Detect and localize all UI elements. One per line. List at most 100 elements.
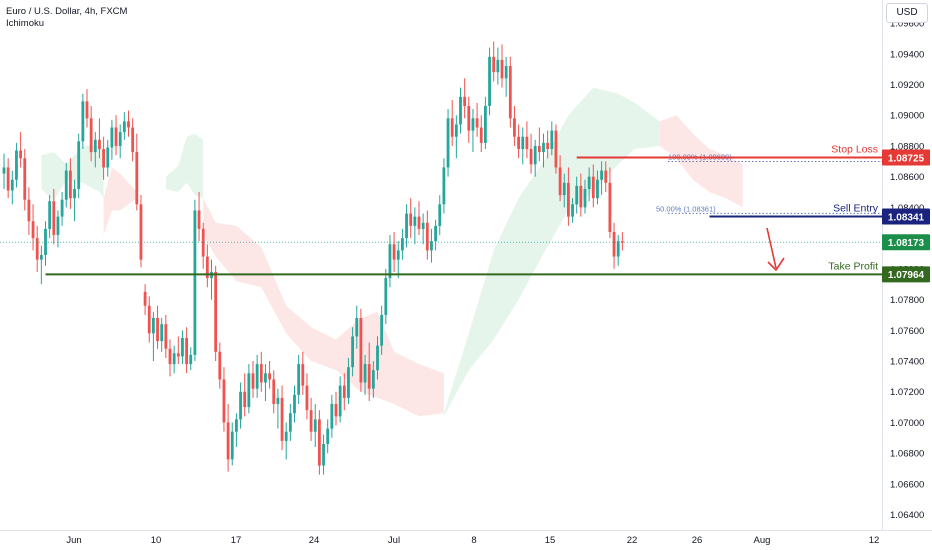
y-tick-label: 1.09000 — [890, 111, 924, 122]
candle-body — [363, 364, 367, 383]
level-price-value: 1.07964 — [888, 270, 925, 281]
candle-body — [500, 59, 504, 79]
candle-body — [425, 222, 429, 251]
candle-body — [15, 150, 18, 180]
level-price-value: 1.08341 — [888, 212, 925, 223]
x-tick-label: 10 — [151, 535, 162, 546]
candle-body — [247, 373, 251, 408]
candle-body — [396, 250, 400, 260]
x-tick-label: 8 — [471, 535, 476, 546]
y-tick-label: 1.06400 — [890, 510, 924, 521]
candle-body — [89, 118, 93, 153]
candle-body — [537, 145, 541, 153]
candle-body — [127, 121, 130, 128]
y-tick-label: 1.09200 — [890, 80, 924, 91]
candle-body — [517, 136, 520, 150]
candle-body — [620, 241, 624, 243]
ichimoku-cloud-bullish — [165, 133, 204, 199]
level-price-value: 1.08725 — [888, 153, 925, 164]
candle-body — [521, 136, 525, 150]
ichimoku-cloud-bearish — [659, 115, 743, 208]
candle-body — [81, 101, 85, 142]
fib-level-label: 50.00% (1.08361) — [656, 204, 716, 213]
x-tick-label: Aug — [754, 535, 771, 546]
candle-body — [322, 443, 325, 466]
candle-body — [533, 145, 537, 165]
candle-body — [313, 419, 317, 432]
level-label-stop-loss: Stop Loss — [831, 143, 878, 155]
candle-body — [85, 101, 89, 119]
y-tick-label: 1.08400 — [890, 203, 924, 214]
candle-body — [276, 397, 280, 405]
candle-body — [64, 170, 68, 200]
candle-body — [56, 216, 60, 236]
candle-body — [93, 139, 97, 153]
candle-body — [102, 149, 105, 168]
candle-body — [583, 188, 587, 208]
candle-body — [508, 66, 512, 119]
candle-body — [430, 241, 433, 251]
candle-body — [222, 379, 226, 423]
candle-body — [243, 391, 247, 408]
candle-body — [484, 106, 487, 143]
x-tick-label: Jun — [66, 535, 81, 546]
y-tick-label: 1.07600 — [890, 326, 924, 337]
candle-body — [2, 167, 6, 174]
candle-body — [301, 364, 305, 386]
candle-body — [409, 213, 413, 226]
level-label-take-profit: Take Profit — [828, 260, 878, 272]
candle-body — [392, 244, 396, 260]
y-tick-label: 1.06600 — [890, 479, 924, 490]
current-price-value: 1.08173 — [888, 238, 925, 249]
candle-body — [205, 256, 209, 279]
candle-body — [255, 364, 259, 389]
candle-body — [23, 158, 27, 200]
candle-body — [185, 337, 188, 365]
candle-body — [288, 413, 292, 432]
candle-body — [529, 149, 533, 165]
currency-button[interactable]: USD — [886, 3, 928, 23]
candle-body — [77, 141, 81, 189]
candle-body — [525, 136, 529, 150]
candle-body — [492, 56, 496, 73]
candle-body — [164, 324, 168, 349]
candle-body — [305, 385, 309, 411]
candle-body — [280, 397, 284, 441]
candle-body — [330, 404, 334, 429]
indicator-label[interactable]: Ichimoku — [6, 18, 45, 29]
x-tick-label: 17 — [231, 535, 242, 546]
candle-body — [401, 238, 404, 251]
candle-body — [504, 66, 508, 79]
candle-body — [35, 238, 39, 260]
candle-body — [355, 318, 359, 337]
candle-body — [52, 201, 56, 236]
candle-body — [201, 228, 205, 257]
candle-body — [596, 179, 599, 199]
candle-body — [459, 96, 462, 125]
level-price-tag — [882, 149, 930, 166]
candle-body — [338, 385, 342, 417]
candle-body — [230, 431, 234, 460]
y-tick-label: 1.08800 — [890, 141, 924, 152]
candle-body — [479, 127, 483, 143]
candle-body — [367, 364, 371, 389]
candle-body — [562, 182, 566, 196]
candle-body — [284, 431, 288, 441]
current-price-tag — [882, 234, 930, 251]
candle-body — [272, 379, 276, 405]
level-price-tag — [882, 208, 930, 225]
candle-body — [69, 170, 72, 199]
candle-body — [351, 336, 354, 368]
candle-body — [376, 345, 379, 371]
candle-body — [542, 142, 545, 153]
x-tick-label: 22 — [627, 535, 638, 546]
ichimoku-cloud-bearish — [103, 167, 137, 235]
candle-body — [550, 130, 554, 150]
candle-body — [579, 185, 583, 208]
y-tick-label: 1.06800 — [890, 449, 924, 460]
candle-body — [114, 127, 118, 146]
candle-body — [612, 231, 616, 257]
candle-body — [347, 367, 350, 398]
ichimoku-cloud-bearish — [203, 198, 444, 417]
